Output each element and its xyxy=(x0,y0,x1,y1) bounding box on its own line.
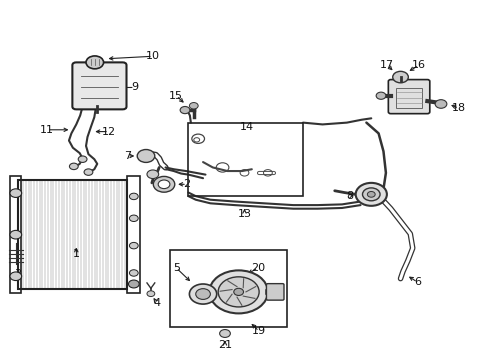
Circle shape xyxy=(434,100,446,108)
Text: 19: 19 xyxy=(251,326,265,336)
Circle shape xyxy=(129,242,138,249)
Circle shape xyxy=(10,230,21,239)
Text: 13: 13 xyxy=(237,209,251,219)
Circle shape xyxy=(147,291,155,297)
Circle shape xyxy=(195,289,210,300)
Text: 7: 7 xyxy=(123,151,131,161)
Circle shape xyxy=(209,270,267,314)
Bar xyxy=(18,180,127,289)
Text: 20: 20 xyxy=(250,263,264,273)
FancyBboxPatch shape xyxy=(72,62,126,109)
Text: 1: 1 xyxy=(73,248,80,258)
Text: 8: 8 xyxy=(345,191,352,201)
Circle shape xyxy=(129,270,138,276)
Circle shape xyxy=(375,92,385,99)
Text: 17: 17 xyxy=(380,60,394,70)
Circle shape xyxy=(86,56,103,69)
Circle shape xyxy=(129,193,138,200)
Text: 16: 16 xyxy=(411,60,425,70)
Circle shape xyxy=(189,103,198,109)
Circle shape xyxy=(10,189,21,197)
Text: 5: 5 xyxy=(172,263,180,273)
Circle shape xyxy=(366,192,374,197)
Bar xyxy=(10,176,21,293)
FancyBboxPatch shape xyxy=(387,80,429,114)
Circle shape xyxy=(137,149,155,162)
Text: 14: 14 xyxy=(240,122,253,132)
Circle shape xyxy=(219,329,230,337)
FancyBboxPatch shape xyxy=(266,284,284,300)
Circle shape xyxy=(233,288,243,296)
Text: 6: 6 xyxy=(413,277,420,287)
Bar xyxy=(188,123,303,196)
Text: 9: 9 xyxy=(131,82,138,93)
Text: 3: 3 xyxy=(14,269,21,279)
Bar xyxy=(170,250,287,327)
Circle shape xyxy=(218,277,259,307)
Text: 11: 11 xyxy=(40,125,54,135)
Text: 21: 21 xyxy=(218,340,232,350)
Bar xyxy=(395,88,422,108)
Circle shape xyxy=(129,215,138,221)
Circle shape xyxy=(392,71,407,83)
Text: 2: 2 xyxy=(183,179,190,189)
Text: 15: 15 xyxy=(169,91,183,101)
Text: 4: 4 xyxy=(153,298,160,308)
Text: 12: 12 xyxy=(102,127,116,136)
Circle shape xyxy=(84,169,93,175)
Circle shape xyxy=(78,156,87,162)
Circle shape xyxy=(158,180,169,189)
Circle shape xyxy=(10,272,21,280)
Circle shape xyxy=(147,170,158,179)
Circle shape xyxy=(69,163,78,170)
Circle shape xyxy=(180,107,189,114)
Circle shape xyxy=(362,188,379,201)
Text: 18: 18 xyxy=(451,103,465,113)
Circle shape xyxy=(153,176,174,192)
Circle shape xyxy=(189,284,216,304)
Bar xyxy=(127,176,140,293)
Text: 10: 10 xyxy=(145,51,160,61)
Circle shape xyxy=(128,280,139,288)
Circle shape xyxy=(355,183,386,206)
